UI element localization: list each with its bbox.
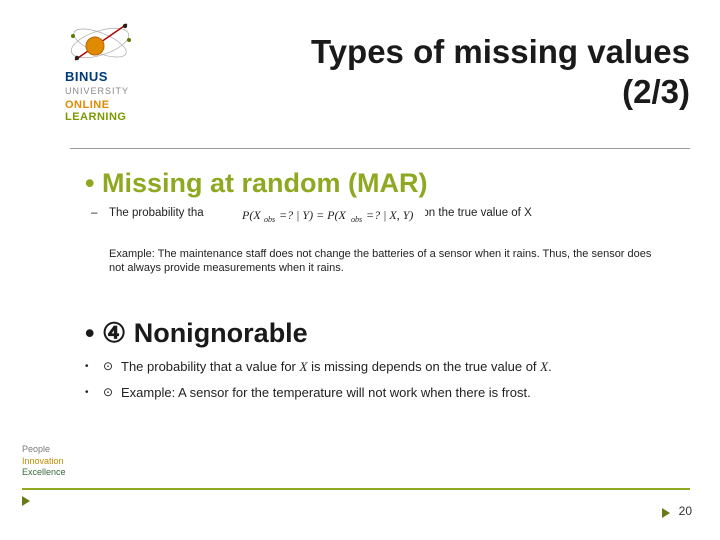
title-line-1: Types of missing values [311,32,690,72]
slide-title: Types of missing values (2/3) [311,32,690,111]
nonignorable-section: • ④ Nonignorable • ⊙ The probability tha… [85,318,690,400]
mar-def-pre: The probability tha [109,207,204,219]
bullet-icon: • [85,387,89,398]
item1-mid: is missing depends on the true value of [307,359,540,374]
bullet-icon: • [85,361,89,372]
circle-icon: ⊙ [103,385,113,399]
tagline-innovation: Innovation [22,456,66,467]
page-number: 20 [679,504,692,518]
mar-formula: P(X obs =? | Y) = P(X obs =? | X, Y) [239,206,425,228]
item1-x2: X [540,359,548,374]
footer-tagline: People Innovation Excellence [22,444,66,478]
footer-divider [22,488,690,490]
logo-area: BINUS UNIVERSITY ONLINE LEARNING [65,18,205,123]
brand-name: BINUS [65,69,108,84]
svg-text:P(X: P(X [242,208,261,222]
svg-text:obs: obs [351,215,362,224]
brand-text-block: BINUS UNIVERSITY ONLINE LEARNING [65,68,205,123]
title-line-2: (2/3) [311,72,690,112]
svg-text:obs: obs [264,215,275,224]
circle-icon: ⊙ [103,359,113,373]
content-area: • Missing at random (MAR) The probabilit… [85,168,690,400]
mar-definition-line: The probability tha end on the true valu… [109,207,690,219]
header-divider [70,148,690,149]
svg-text:=? | X, Y): =? | X, Y) [366,208,413,222]
item1-pre: The probability that a value for [121,359,300,374]
nonignorable-heading: • ④ Nonignorable [85,318,690,349]
next-arrow-icon[interactable] [662,508,670,518]
svg-text:=? | Y) = P(X: =? | Y) = P(X [279,208,346,222]
header: BINUS UNIVERSITY ONLINE LEARNING Types o… [0,0,720,155]
heading-symbol: ④ [102,318,126,348]
nonignorable-item-1: • ⊙ The probability that a value for X i… [93,359,690,375]
nonignorable-item-2: • ⊙ Example: A sensor for the temperatur… [93,385,690,400]
item1-post: . [548,359,552,374]
tagline-excellence: Excellence [22,467,66,478]
item2-text: Example: A sensor for the temperature wi… [121,385,531,400]
tagline-people: People [22,444,66,455]
brand-learning: LEARNING [65,111,205,123]
heading-text: Nonignorable [134,318,308,348]
heading-bullet: • [85,318,94,348]
prev-arrow-icon[interactable] [22,496,30,506]
logo-icon [65,18,155,68]
mar-heading: • Missing at random (MAR) [85,168,690,199]
brand-sub: UNIVERSITY [65,86,205,96]
mar-example: Example: The maintenance staff does not … [109,247,669,276]
brand-online: ONLINE [65,99,205,111]
